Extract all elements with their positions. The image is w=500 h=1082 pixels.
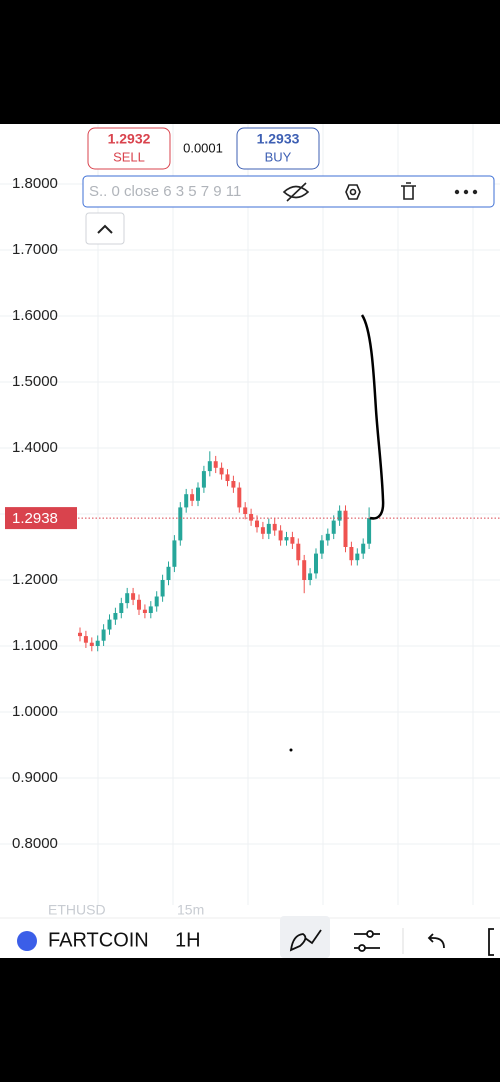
candle-body <box>95 640 100 646</box>
candle-body <box>89 642 94 646</box>
y-tick-label: 1.4000 <box>12 439 58 456</box>
candle-body <box>148 606 153 613</box>
hide-icon[interactable] <box>282 182 310 202</box>
sell-button[interactable] <box>87 127 171 170</box>
candle-body <box>249 514 254 521</box>
y-tick-label: 0.9000 <box>12 769 58 786</box>
y-tick-label: 0.8000 <box>12 835 58 852</box>
y-tick-label: 1.5000 <box>12 373 58 390</box>
candle-body <box>260 527 265 534</box>
candle-body <box>201 471 206 488</box>
candle-body <box>367 518 372 544</box>
collapse-icon <box>97 224 113 234</box>
more-icon[interactable] <box>454 189 478 195</box>
y-tick-label: 1.1000 <box>12 637 58 654</box>
indicator-toolbar <box>82 175 495 208</box>
candle-body <box>314 553 318 574</box>
app-background <box>0 124 500 958</box>
candle-body <box>178 507 183 541</box>
candle-body <box>101 629 106 641</box>
candle-body <box>160 580 165 597</box>
y-tick-label: 1.7000 <box>12 241 58 258</box>
sell-label: SELL <box>113 149 145 164</box>
candle-body <box>190 494 195 501</box>
spread: 0.0001 <box>183 140 223 155</box>
buy-price: 1.2933 <box>257 131 300 147</box>
candle-body <box>319 540 324 554</box>
candle-body <box>355 553 360 561</box>
toolbar-icons <box>282 182 416 202</box>
delete-icon[interactable] <box>401 182 416 200</box>
buy-button[interactable] <box>236 127 320 170</box>
candle-body <box>107 619 112 630</box>
candle-body <box>113 613 118 620</box>
indicators-icon[interactable] <box>354 930 380 952</box>
candle-body <box>290 537 295 544</box>
buy-label: BUY <box>265 149 292 164</box>
time-axis-interval: 15m <box>177 902 204 918</box>
candle-body <box>125 593 130 604</box>
y-tick-label: 1.6000 <box>12 307 58 324</box>
candle-body <box>231 481 236 488</box>
candle-body <box>207 461 212 472</box>
y-tick-label: 1.2000 <box>12 571 58 588</box>
plot <box>78 451 500 652</box>
price-label: 1.2938 <box>12 510 58 527</box>
candle-body <box>78 632 82 637</box>
candle-body <box>142 609 147 613</box>
undo-icon[interactable] <box>427 933 445 949</box>
candle-body <box>196 487 200 501</box>
candle-body <box>131 593 136 600</box>
candle-body <box>172 540 177 567</box>
collapse-button[interactable] <box>85 212 125 245</box>
candle-body <box>255 520 259 528</box>
candle-body <box>343 510 348 547</box>
candle-body <box>237 487 242 508</box>
candle-body <box>166 566 171 580</box>
candle-body <box>284 537 289 541</box>
symbol-icon <box>17 931 37 951</box>
y-tick-label: 1.8000 <box>12 175 58 192</box>
time-axis-symbol: ETHUSD <box>48 902 106 918</box>
drawing-icon <box>289 929 322 952</box>
candle-body <box>137 599 141 610</box>
candle-body <box>325 533 330 541</box>
candle-body <box>243 507 248 514</box>
price-label-box <box>5 507 77 530</box>
symbol[interactable]: FARTCOIN <box>48 929 149 951</box>
interval[interactable]: 1H <box>175 929 201 951</box>
candle-body <box>225 474 230 481</box>
candle-body <box>184 494 189 508</box>
candle-body <box>308 573 313 580</box>
grid <box>0 124 500 905</box>
candle-body <box>272 523 277 531</box>
y-tick-label: 1.0000 <box>12 703 58 720</box>
candle-body <box>349 547 354 561</box>
indicator-name[interactable]: S.. 0 close 6 3 5 7 9 11 <box>89 183 241 200</box>
candle-body <box>331 520 336 534</box>
fullscreen-icon[interactable] <box>488 928 494 956</box>
dot <box>289 748 293 752</box>
candle-body <box>154 596 159 607</box>
hand-drawn-line <box>360 314 385 520</box>
candle-body <box>278 530 283 541</box>
candle-body <box>83 636 88 643</box>
candle-body <box>296 543 301 561</box>
candle-body <box>213 461 218 468</box>
candle-body <box>266 523 271 534</box>
sell-price: 1.2932 <box>108 131 151 147</box>
candle-body <box>119 603 124 613</box>
candle-body <box>219 467 224 475</box>
candle-body <box>361 543 366 554</box>
candle-body <box>337 510 342 521</box>
settings-icon[interactable] <box>345 184 361 200</box>
candle-body <box>302 560 307 580</box>
